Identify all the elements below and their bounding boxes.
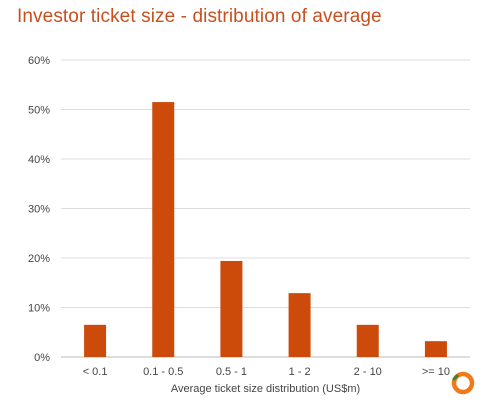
x-tick-label: >= 10	[422, 366, 450, 378]
bar	[288, 293, 311, 357]
y-tick-label: 30%	[28, 204, 50, 216]
bar	[152, 102, 175, 357]
gridlines	[61, 59, 470, 358]
y-tick-label: 50%	[28, 105, 50, 117]
y-tick-label: 20%	[28, 253, 50, 265]
x-tick-label: 0.5 - 1	[216, 366, 247, 378]
bar	[220, 260, 243, 357]
x-axis-title: Average ticket size distribution (US$m)	[171, 383, 360, 395]
bar	[424, 341, 447, 357]
y-tick-label: 10%	[28, 303, 50, 315]
bars	[84, 102, 447, 357]
chart-title: Investor ticket size - distribution of a…	[17, 6, 382, 27]
x-tick-label: 0.1 - 0.5	[143, 366, 183, 378]
bar	[356, 324, 379, 357]
y-axis-ticks: 0% 10% 20% 30% 40% 50% 60%	[28, 55, 50, 364]
y-tick-label: 40%	[28, 154, 50, 166]
x-axis-ticks: < 0.1 0.1 - 0.5 0.5 - 1 1 - 2 2 - 10 >= 10	[83, 366, 450, 378]
x-tick-label: < 0.1	[83, 366, 108, 378]
y-tick-label: 60%	[28, 55, 50, 67]
y-tick-label: 0%	[34, 352, 50, 364]
x-tick-label: 1 - 2	[289, 366, 311, 378]
x-tick-label: 2 - 10	[354, 366, 382, 378]
bar	[84, 324, 107, 357]
ring-logo-icon	[451, 371, 475, 395]
